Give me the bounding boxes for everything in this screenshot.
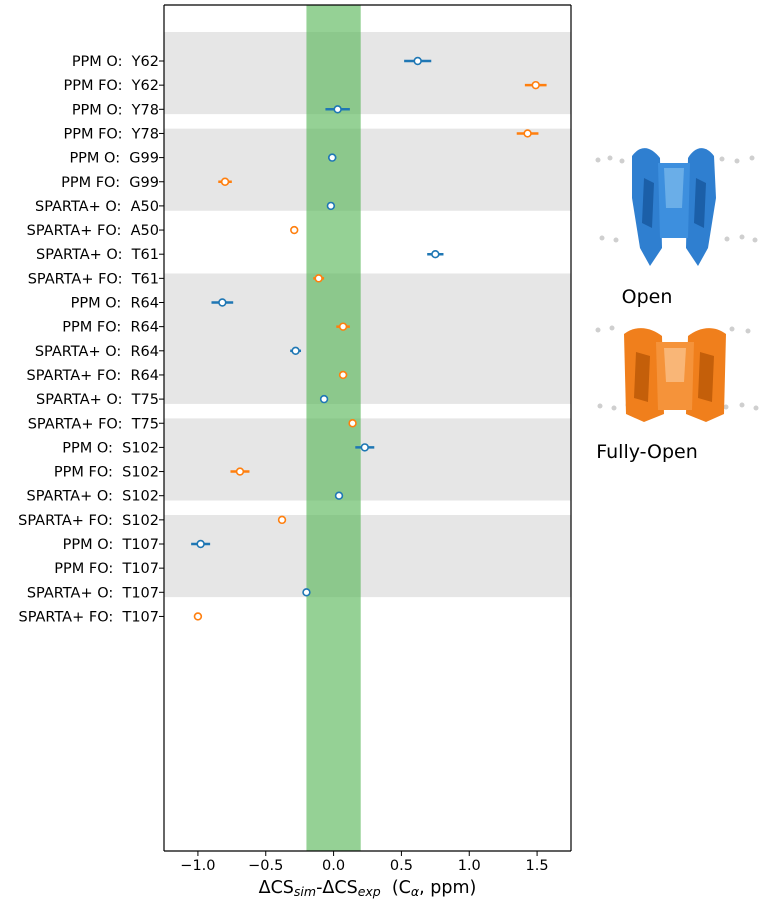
y-tick-label-14: SPARTA+ O: T75 xyxy=(36,392,159,408)
data-point-10 xyxy=(218,298,227,307)
data-point-23 xyxy=(193,612,203,621)
shaded-group-4 xyxy=(164,418,571,501)
data-point-15 xyxy=(348,419,357,428)
data-point-12 xyxy=(291,346,300,355)
y-tick-label-10: PPM O: R64 xyxy=(71,296,159,312)
shaded-group-0 xyxy=(164,32,571,115)
data-point-8 xyxy=(431,250,440,259)
data-point-6 xyxy=(326,201,336,211)
open-structure-image xyxy=(595,148,758,266)
y-tick-label-19: SPARTA+ FO: S102 xyxy=(18,513,159,529)
fully-open-label: Fully-Open xyxy=(596,441,698,463)
x-tick-label-1: −0.5 xyxy=(248,858,283,874)
y-tick-label-20: PPM O: T107 xyxy=(63,537,159,553)
data-point-9 xyxy=(314,274,323,283)
data-point-4 xyxy=(328,153,337,162)
y-tick-label-8: SPARTA+ O: T61 xyxy=(36,247,159,263)
y-tick-label-5: PPM FO: G99 xyxy=(61,175,159,191)
y-tick-label-1: PPM FO: Y62 xyxy=(63,78,159,94)
data-point-22 xyxy=(302,588,311,597)
x-tick-label-2: 0.0 xyxy=(322,858,345,874)
y-tick-label-13: SPARTA+ FO: R64 xyxy=(27,368,160,384)
x-axis-label: ΔCSsim-ΔCSexp (Cα, ppm) xyxy=(259,878,477,899)
data-point-18 xyxy=(334,491,344,500)
shaded-group-1 xyxy=(164,128,571,211)
y-tick-label-0: PPM O: Y62 xyxy=(72,54,159,70)
y-tick-label-22: SPARTA+ O: T107 xyxy=(27,585,159,601)
y-tick-label-16: PPM O: S102 xyxy=(62,440,159,456)
x-tick-label-3: 0.5 xyxy=(390,858,413,874)
shaded-group-5 xyxy=(164,515,571,598)
y-tick-label-11: PPM FO: R64 xyxy=(62,320,159,336)
fully-open-structure-image xyxy=(595,325,759,422)
y-tick-label-3: PPM FO: Y78 xyxy=(63,126,159,142)
data-point-20 xyxy=(196,539,205,549)
y-tick-label-9: SPARTA+ FO: T61 xyxy=(28,271,159,287)
y-tick-label-17: PPM FO: S102 xyxy=(54,465,159,481)
data-point-19 xyxy=(277,515,287,525)
x-tick-label-4: 1.0 xyxy=(458,858,481,874)
y-tick-label-15: SPARTA+ FO: T75 xyxy=(28,416,159,432)
data-point-3 xyxy=(523,129,532,138)
y-tick-label-4: PPM O: G99 xyxy=(69,151,159,167)
y-tick-label-18: SPARTA+ O: S102 xyxy=(26,489,159,505)
data-point-7 xyxy=(290,225,299,235)
y-tick-label-23: SPARTA+ FO: T107 xyxy=(18,609,159,625)
shaded-group-3 xyxy=(164,321,571,404)
open-label: Open xyxy=(621,286,673,308)
y-tick-label-6: SPARTA+ O: A50 xyxy=(35,199,159,215)
data-point-1 xyxy=(531,80,540,90)
tolerance-band xyxy=(306,5,361,851)
y-tick-label-21: PPM FO: T107 xyxy=(54,561,159,577)
data-point-11 xyxy=(338,322,348,331)
y-tick-label-7: SPARTA+ FO: A50 xyxy=(27,223,159,239)
x-tick-label-5: 1.5 xyxy=(526,858,549,874)
data-point-5 xyxy=(220,177,230,186)
data-point-0 xyxy=(413,56,422,66)
data-point-13 xyxy=(338,370,348,380)
y-tick-label-2: PPM O: Y78 xyxy=(72,102,159,118)
data-point-14 xyxy=(319,394,329,404)
data-point-2 xyxy=(333,105,342,114)
x-tick-label-0: −1.0 xyxy=(180,858,215,874)
data-point-17 xyxy=(235,467,245,476)
data-point-16 xyxy=(360,443,369,452)
y-tick-label-12: SPARTA+ O: R64 xyxy=(35,344,159,360)
